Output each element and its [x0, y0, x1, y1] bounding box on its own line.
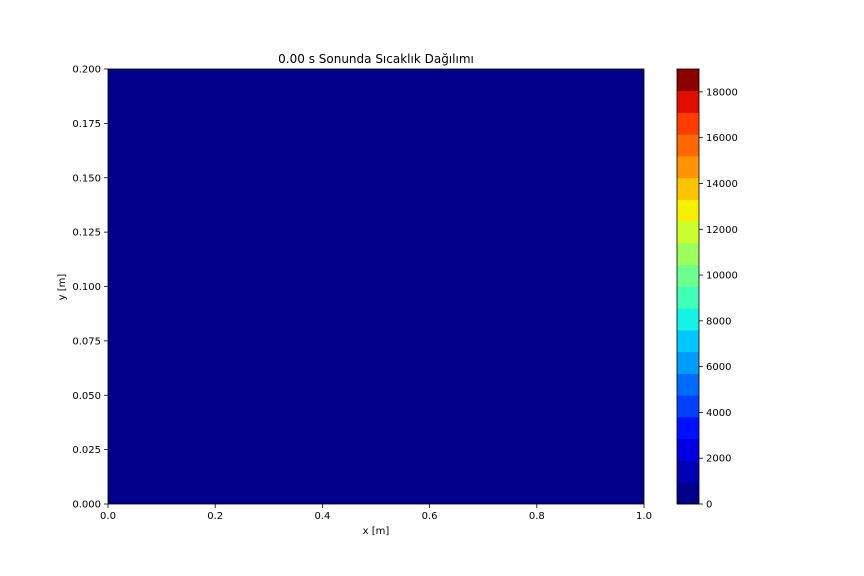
x-tick-label: 0.4 [314, 511, 330, 522]
y-tick-label: 0.000 [72, 500, 101, 511]
colorbar-band [677, 286, 699, 309]
colorbar-band [677, 264, 699, 287]
colorbar-band [677, 199, 699, 222]
colorbar-tick-label: 14000 [706, 179, 738, 190]
y-tick-label: 0.050 [72, 391, 101, 402]
y-tick-label: 0.100 [72, 282, 101, 293]
colorbar-band [677, 482, 699, 505]
colorbar-band [677, 417, 699, 440]
x-tick-label: 1.0 [636, 511, 652, 522]
colorbar-tick-label: 10000 [706, 271, 738, 282]
colorbar-band [677, 373, 699, 396]
colorbar-band [677, 438, 699, 461]
y-tick-label: 0.200 [72, 65, 101, 76]
colorbar-tick-label: 18000 [706, 87, 738, 98]
y-axis: 0.000 0.025 0.050 0.075 0.100 0.125 0.150 0.175… [72, 65, 108, 511]
colorbar-band [677, 134, 699, 157]
y-tick-label: 0.025 [72, 445, 101, 456]
colorbar-tick-label: 2000 [706, 454, 731, 465]
colorbar-band [677, 177, 699, 200]
colorbar-frame [676, 68, 700, 505]
y-tick-label: 0.125 [72, 228, 101, 239]
colorbar-bands [677, 69, 699, 505]
colorbar-band [677, 330, 699, 353]
colorbar-band [677, 69, 699, 92]
colorbar-tick-label: 4000 [706, 408, 731, 419]
x-axis-label: x [m] [363, 526, 390, 537]
x-axis: 0.0 0.2 0.4 0.6 0.8 1.0 [100, 504, 652, 522]
colorbar-band [677, 90, 699, 113]
colorbar-band [677, 221, 699, 244]
colorbar-band [677, 243, 699, 266]
temperature-field [108, 69, 644, 504]
colorbar-band [677, 395, 699, 418]
x-tick-label: 0.8 [529, 511, 545, 522]
colorbar-band [677, 460, 699, 483]
x-tick-label: 0.0 [100, 511, 116, 522]
x-tick-label: 0.2 [207, 511, 223, 522]
y-tick-label: 0.175 [72, 119, 101, 130]
colorbar-band [677, 308, 699, 331]
colorbar-tick-label: 16000 [706, 133, 738, 144]
colorbar-tick-label: 0 [706, 500, 712, 511]
colorbar-band [677, 112, 699, 135]
colorbar-band [677, 156, 699, 179]
chart-title: 0.00 s Sonunda Sıcaklık Dağılımı [278, 52, 474, 66]
colorbar-tick-label: 6000 [706, 362, 731, 373]
colorbar-tick-label: 12000 [706, 225, 738, 236]
x-tick-label: 0.6 [422, 511, 438, 522]
y-tick-label: 0.075 [72, 336, 101, 347]
colorbar-ticks: 0 2000 4000 6000 8000 10000 12000 14000 16000 180… [699, 87, 738, 511]
colorbar-band [677, 351, 699, 374]
y-axis-label: y [m] [57, 274, 68, 301]
y-tick-label: 0.150 [72, 173, 101, 184]
colorbar: 0 2000 4000 6000 8000 10000 12000 14000 16000 180… [676, 68, 738, 511]
plot-area: 0.0 0.2 0.4 0.6 0.8 1.0 0.0000.0250.0500.0750… [72, 65, 652, 523]
colorbar-tick-label: 8000 [706, 316, 731, 327]
